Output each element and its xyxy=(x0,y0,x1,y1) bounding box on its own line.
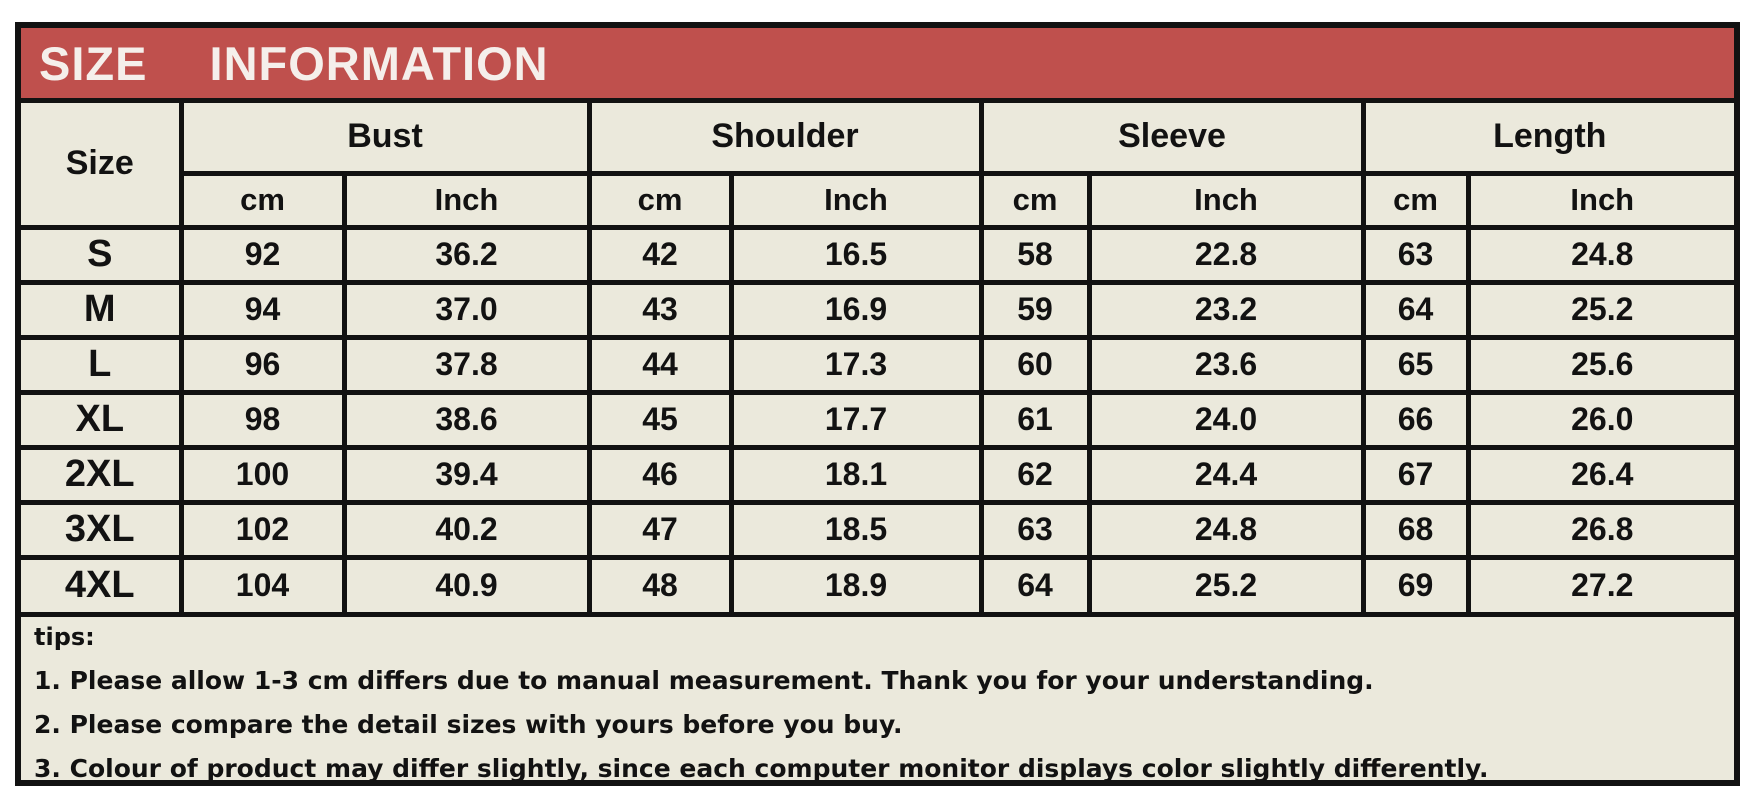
length-cm-cell: 68 xyxy=(1360,499,1471,560)
sleeve-inch-cell: 22.8 xyxy=(1086,224,1366,285)
table-row: L 96 37.8 44 17.3 60 23.6 65 25.6 xyxy=(21,334,1734,395)
sleeve-inch-cell: 25.2 xyxy=(1086,554,1366,615)
bust-inch-cell: 37.8 xyxy=(341,334,592,395)
shoulder-inch-cell: 18.5 xyxy=(728,499,984,560)
bust-cm-cell: 92 xyxy=(178,224,347,285)
length-inch-cell: 26.8 xyxy=(1465,499,1734,560)
unit-header-inch: Inch xyxy=(728,170,984,230)
length-inch-cell: 24.8 xyxy=(1465,224,1734,285)
shoulder-inch-cell: 16.5 xyxy=(728,224,984,285)
tips-section: tips: 1. Please allow 1-3 cm differs due… xyxy=(21,612,1734,783)
tip-item: 3. Colour of product may differ slightly… xyxy=(34,754,1489,783)
shoulder-cm-cell: 44 xyxy=(586,334,734,395)
length-inch-cell: 26.0 xyxy=(1465,389,1734,450)
table-row: 4XL 104 40.9 48 18.9 64 25.2 69 27.2 xyxy=(21,554,1734,615)
sleeve-cm-cell: 62 xyxy=(978,444,1092,505)
group-header-row: Size Bust Shoulder Sleeve Length xyxy=(21,100,1734,230)
length-cm-cell: 65 xyxy=(1360,334,1471,395)
size-chart-frame: SIZE INFORMATION Size Bust Shoulder Sl xyxy=(15,22,1740,786)
length-inch-cell: 25.2 xyxy=(1465,279,1734,340)
group-header-shoulder: Shoulder xyxy=(586,100,984,176)
tips-heading: tips: xyxy=(34,623,95,651)
sleeve-inch-cell: 23.6 xyxy=(1086,334,1366,395)
bust-cm-cell: 94 xyxy=(178,279,347,340)
shoulder-cm-cell: 46 xyxy=(586,444,734,505)
bust-inch-cell: 40.9 xyxy=(341,554,592,615)
size-cell: L xyxy=(21,334,184,395)
bust-cm-cell: 96 xyxy=(178,334,347,395)
size-table-body: S 92 36.2 42 16.5 58 22.8 63 24.8 M 94 37.0 43 16.9 59… xyxy=(21,224,1734,615)
shoulder-cm-cell: 47 xyxy=(586,499,734,560)
shoulder-inch-cell: 16.9 xyxy=(728,279,984,340)
bust-inch-cell: 40.2 xyxy=(341,499,592,560)
table-row: S 92 36.2 42 16.5 58 22.8 63 24.8 xyxy=(21,224,1734,285)
length-cm-cell: 64 xyxy=(1360,279,1471,340)
group-header-bust: Bust xyxy=(178,100,592,176)
sleeve-cm-cell: 59 xyxy=(978,279,1092,340)
sleeve-cm-cell: 64 xyxy=(978,554,1092,615)
sleeve-cm-cell: 60 xyxy=(978,334,1092,395)
size-cell: M xyxy=(21,279,184,340)
unit-header-cm: cm xyxy=(586,170,734,230)
bust-inch-cell: 39.4 xyxy=(341,444,592,505)
tip-item: 1. Please allow 1-3 cm differs due to ma… xyxy=(34,666,1374,695)
length-inch-cell: 27.2 xyxy=(1465,554,1734,615)
length-inch-cell: 25.6 xyxy=(1465,334,1734,395)
sleeve-inch-cell: 23.2 xyxy=(1086,279,1366,340)
unit-header-row: cm Inch cm Inch cm Inch cm Inch xyxy=(21,170,1734,230)
shoulder-inch-cell: 17.3 xyxy=(728,334,984,395)
sleeve-inch-cell: 24.8 xyxy=(1086,499,1366,560)
bust-inch-cell: 38.6 xyxy=(341,389,592,450)
size-column-header: Size xyxy=(21,100,184,230)
sleeve-cm-cell: 63 xyxy=(978,499,1092,560)
bust-cm-cell: 100 xyxy=(178,444,347,505)
unit-header-cm: cm xyxy=(178,170,347,230)
size-cell: 3XL xyxy=(21,499,184,560)
table-row: 2XL 100 39.4 46 18.1 62 24.4 67 26.4 xyxy=(21,444,1734,505)
sleeve-inch-cell: 24.0 xyxy=(1086,389,1366,450)
unit-header-inch: Inch xyxy=(341,170,592,230)
size-table: Size Bust Shoulder Sleeve Length cm Inch… xyxy=(21,100,1734,615)
unit-header-cm: cm xyxy=(1360,170,1471,230)
group-header-sleeve: Sleeve xyxy=(978,100,1366,176)
bust-cm-cell: 102 xyxy=(178,499,347,560)
unit-header-inch: Inch xyxy=(1086,170,1366,230)
shoulder-cm-cell: 45 xyxy=(586,389,734,450)
title-bar: SIZE INFORMATION xyxy=(21,28,1734,103)
shoulder-inch-cell: 17.7 xyxy=(728,389,984,450)
shoulder-cm-cell: 42 xyxy=(586,224,734,285)
length-cm-cell: 66 xyxy=(1360,389,1471,450)
bust-cm-cell: 98 xyxy=(178,389,347,450)
size-cell: 2XL xyxy=(21,444,184,505)
length-cm-cell: 69 xyxy=(1360,554,1471,615)
sleeve-cm-cell: 61 xyxy=(978,389,1092,450)
length-cm-cell: 67 xyxy=(1360,444,1471,505)
bust-inch-cell: 37.0 xyxy=(341,279,592,340)
tip-item: 2. Please compare the detail sizes with … xyxy=(34,710,903,739)
table-row: M 94 37.0 43 16.9 59 23.2 64 25.2 xyxy=(21,279,1734,340)
shoulder-inch-cell: 18.9 xyxy=(728,554,984,615)
shoulder-cm-cell: 48 xyxy=(586,554,734,615)
bust-inch-cell: 36.2 xyxy=(341,224,592,285)
size-cell: XL xyxy=(21,389,184,450)
sleeve-inch-cell: 24.4 xyxy=(1086,444,1366,505)
sleeve-cm-cell: 58 xyxy=(978,224,1092,285)
unit-header-inch: Inch xyxy=(1465,170,1734,230)
size-cell: 4XL xyxy=(21,554,184,615)
size-cell: S xyxy=(21,224,184,285)
length-cm-cell: 63 xyxy=(1360,224,1471,285)
tips-list: 1. Please allow 1-3 cm differs due to ma… xyxy=(34,666,1721,783)
bust-cm-cell: 104 xyxy=(178,554,347,615)
page-title: SIZE INFORMATION xyxy=(39,36,549,90)
shoulder-cm-cell: 43 xyxy=(586,279,734,340)
table-row: XL 98 38.6 45 17.7 61 24.0 66 26.0 xyxy=(21,389,1734,450)
group-header-length: Length xyxy=(1360,100,1734,176)
shoulder-inch-cell: 18.1 xyxy=(728,444,984,505)
table-row: 3XL 102 40.2 47 18.5 63 24.8 68 26.8 xyxy=(21,499,1734,560)
length-inch-cell: 26.4 xyxy=(1465,444,1734,505)
unit-header-cm: cm xyxy=(978,170,1092,230)
